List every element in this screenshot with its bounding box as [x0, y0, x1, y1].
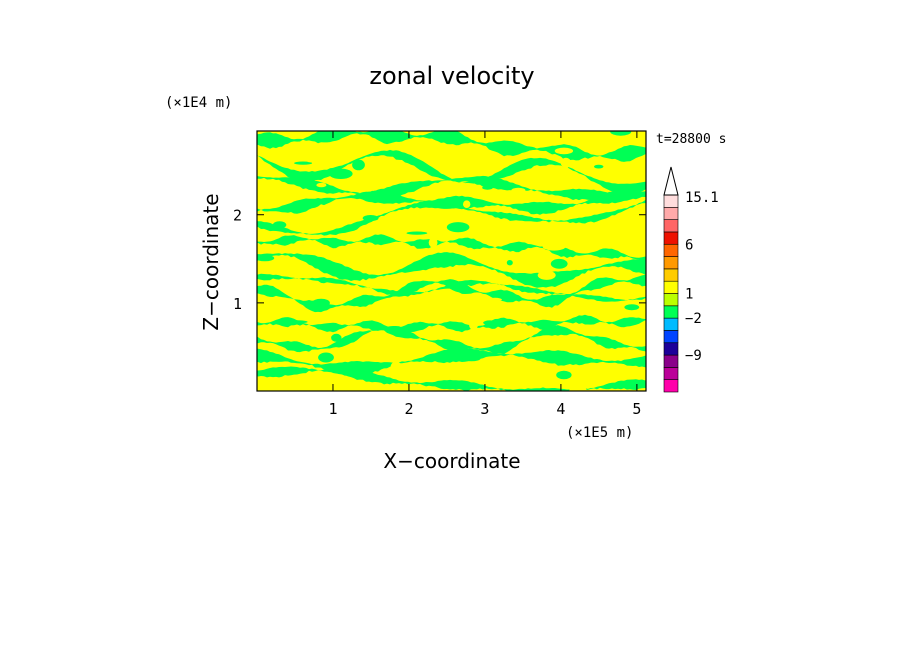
contour-patch [440, 133, 453, 138]
contour-patch [542, 242, 566, 251]
contour-patch [591, 226, 615, 236]
time-label: t=28800 s [656, 132, 726, 147]
contour-field [257, 131, 646, 391]
colorbar-level [663, 194, 679, 208]
contour-patch [352, 159, 365, 171]
x-tick-label: 4 [556, 400, 565, 418]
colorbar-label: −9 [685, 348, 702, 364]
colorbar-label: 15.1 [685, 190, 719, 206]
colorbar-level [663, 342, 679, 356]
colorbar-level [663, 379, 679, 393]
contour-patch [390, 361, 402, 373]
contour-patch [488, 297, 502, 302]
contour-patch [556, 370, 572, 380]
colorbar-level [663, 268, 679, 282]
colorbar-extend-arrow [663, 166, 679, 196]
contour-patch [257, 254, 275, 262]
y-tick-label: 2 [233, 207, 242, 225]
contour-patch [594, 164, 604, 169]
colorbar-level [663, 354, 679, 368]
x-tick-label: 1 [328, 400, 337, 418]
contour-band [257, 366, 646, 391]
contour-patch [421, 212, 444, 217]
contour-patch [483, 320, 496, 326]
contour-band [257, 189, 646, 215]
plot-frame [256, 130, 647, 392]
contour-patch [537, 270, 556, 280]
contour-patch [428, 237, 438, 248]
contour-patch [331, 333, 342, 342]
colorbar-label: 1 [685, 287, 693, 303]
contour-patch [469, 319, 478, 330]
y-unit-label: (×1E4 m) [165, 95, 232, 111]
colorbar-level [663, 317, 679, 331]
contour-patch [312, 298, 330, 308]
contour-patch [381, 188, 401, 196]
contour-patch [339, 212, 362, 220]
contour-patch [569, 385, 587, 391]
contour-patch [513, 146, 536, 151]
contour-band [257, 325, 646, 354]
contour-band [257, 234, 646, 265]
contour-band [257, 274, 646, 313]
contour-patch [319, 222, 328, 232]
contour-patch [362, 215, 379, 222]
contour-patch [564, 191, 582, 198]
colorbar-level [663, 305, 679, 319]
contour-patch [318, 352, 334, 363]
contour-patch [610, 131, 632, 136]
contour-patch [560, 157, 572, 168]
contour-patch [272, 221, 287, 229]
contour-band [257, 348, 646, 376]
y-axis-label: Z−coordinate [199, 193, 223, 330]
y-tick-label: 1 [233, 295, 242, 313]
contour-band [257, 175, 646, 201]
contour-patch [294, 161, 313, 165]
contour-patch [375, 157, 394, 166]
colorbar-level [663, 207, 679, 220]
x-axis-ticks: 1 2 3 4 5 [328, 131, 641, 418]
contour-patch [406, 231, 428, 235]
contour-band [257, 131, 646, 162]
colorbar-level [663, 219, 679, 233]
x-axis-label: X−coordinate [383, 449, 520, 473]
x-tick-label: 5 [632, 400, 641, 418]
colorbar-level [663, 293, 679, 307]
contour-patch [462, 355, 481, 362]
colorbar-level [663, 243, 679, 257]
contour-patch [446, 222, 470, 233]
colorbar-level [663, 330, 679, 344]
contour-patch [463, 200, 471, 208]
contour-patch [550, 258, 568, 269]
contour-band [257, 199, 646, 236]
colorbar-level [663, 280, 679, 294]
contour-patch [502, 252, 514, 262]
contour-patch [511, 187, 526, 193]
colorbar-label: 6 [685, 237, 693, 253]
contour-patch [316, 182, 327, 188]
x-unit-label: (×1E5 m) [566, 425, 633, 441]
colorbar-level [663, 256, 679, 270]
colorbar-level [663, 231, 679, 245]
chart-title: zonal velocity [369, 62, 534, 90]
contour-patch [554, 147, 574, 155]
x-tick-label: 3 [480, 400, 489, 418]
contour-patch [284, 320, 308, 324]
contour-patch [482, 185, 493, 190]
colorbar-level [663, 367, 679, 380]
colorbar: 15.1 6 1 −2 −9 [663, 166, 719, 393]
y-axis-ticks: 12 [233, 207, 646, 313]
contour-patch [328, 168, 353, 179]
colorbar-label: −2 [685, 311, 702, 327]
contour-patch [506, 260, 513, 266]
contour-patch [305, 154, 316, 163]
x-tick-label: 2 [404, 400, 413, 418]
contour-patch [624, 304, 640, 311]
